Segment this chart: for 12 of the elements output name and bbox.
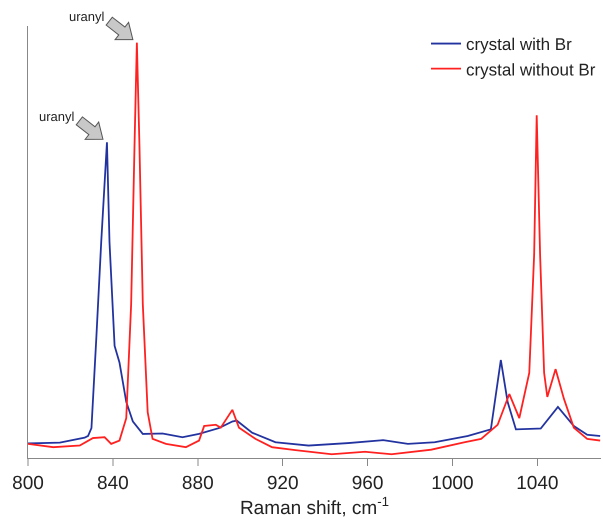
x-tick-label: 880 bbox=[182, 472, 214, 494]
x-tick-label: 1040 bbox=[516, 472, 558, 494]
x-tick-label: 840 bbox=[97, 472, 129, 494]
x-tick-label: 1000 bbox=[431, 472, 474, 494]
annotation: uranyl bbox=[69, 9, 105, 24]
legend-label: crystal with Br bbox=[466, 35, 572, 54]
legend-label: crystal without Br bbox=[466, 60, 596, 80]
x-tick-label: 960 bbox=[352, 472, 384, 494]
x-tick-label: 800 bbox=[12, 472, 44, 494]
x-axis-title: Raman shift, cm$^{-1}$ bbox=[240, 494, 390, 519]
annotation: uranyl bbox=[39, 109, 75, 124]
x-tick-label: 920 bbox=[266, 472, 299, 494]
